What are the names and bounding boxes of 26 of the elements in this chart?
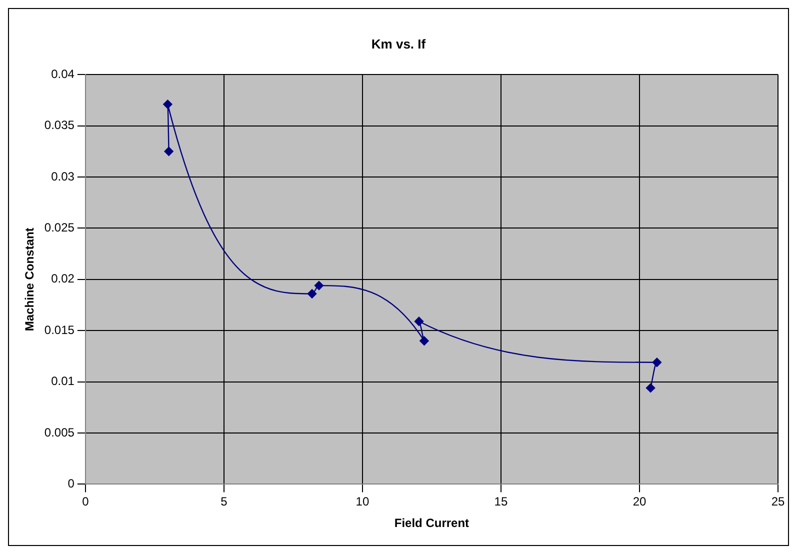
y-tick-label: 0.02: [51, 272, 75, 286]
point: [652, 358, 662, 367]
chart-title: Km vs. If: [371, 36, 426, 52]
x-tick-label: 20: [632, 494, 646, 509]
y-tick-label: 0.015: [44, 322, 75, 337]
x-axis-title: Field Current: [394, 516, 470, 530]
y-axis-title: Machine Constant: [22, 228, 37, 332]
x-tick-label: 15: [494, 494, 508, 509]
point: [307, 289, 317, 298]
y-tick-label: 0.04: [51, 66, 75, 81]
point: [163, 100, 172, 109]
point: [314, 280, 324, 290]
y-tick-label: 0.025: [44, 220, 75, 235]
x-tick-label: 0: [82, 494, 90, 509]
x-tick-label: 10: [356, 494, 370, 509]
point: [164, 146, 174, 156]
x-tick-label: 5: [220, 494, 228, 509]
y-tick-label: 0.03: [51, 169, 75, 184]
point: [420, 336, 429, 346]
y-tick-label: 0.005: [44, 425, 75, 440]
y-tick-label: 0.035: [44, 118, 75, 132]
y-tick-label: 0: [68, 476, 75, 491]
y-tick-label: 0.01: [51, 374, 75, 388]
point: [414, 316, 424, 326]
point: [646, 383, 656, 393]
x-tick-label: 25: [771, 494, 785, 509]
